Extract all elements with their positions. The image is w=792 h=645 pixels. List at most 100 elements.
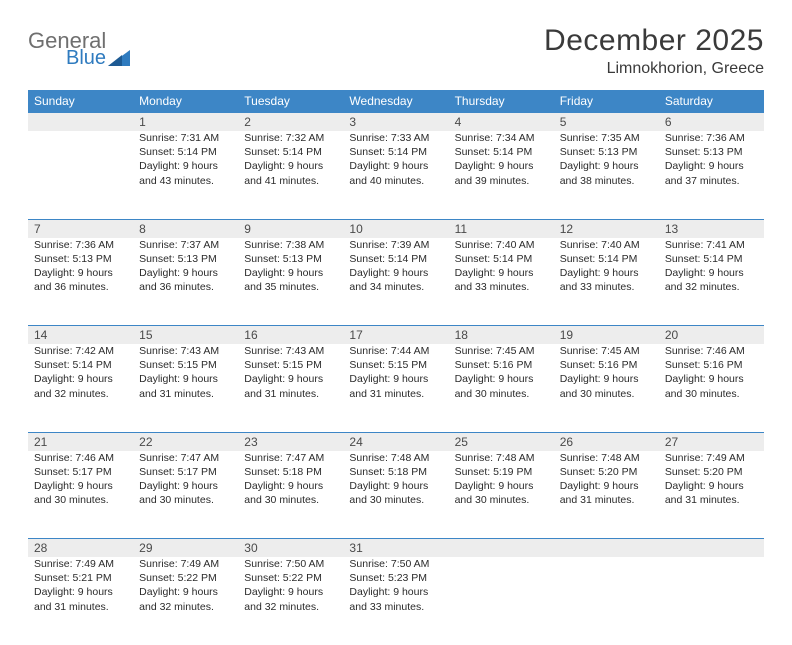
day-line: Sunset: 5:14 PM [349, 145, 442, 159]
day-cell: Sunrise: 7:46 AMSunset: 5:16 PMDaylight:… [659, 344, 764, 432]
day-line: Sunset: 5:23 PM [349, 571, 442, 585]
day-cell: Sunrise: 7:46 AMSunset: 5:17 PMDaylight:… [28, 451, 133, 539]
day-line: Sunset: 5:13 PM [34, 252, 127, 266]
day-line: Sunset: 5:13 PM [560, 145, 653, 159]
day-number: 17 [343, 326, 448, 345]
day-number: 7 [28, 219, 133, 238]
day-line: Sunrise: 7:37 AM [139, 238, 232, 252]
day-line: Sunset: 5:14 PM [34, 358, 127, 372]
day-number: 8 [133, 219, 238, 238]
day-cell [554, 557, 659, 645]
day-line: Sunset: 5:16 PM [560, 358, 653, 372]
day-line: Daylight: 9 hours and 34 minutes. [349, 266, 442, 294]
calendar-table: SundayMondayTuesdayWednesdayThursdayFrid… [28, 90, 764, 645]
day-number: 4 [449, 113, 554, 132]
day-number: 29 [133, 539, 238, 558]
day-line: Sunset: 5:22 PM [244, 571, 337, 585]
day-number: 31 [343, 539, 448, 558]
day-cell: Sunrise: 7:45 AMSunset: 5:16 PMDaylight:… [449, 344, 554, 432]
day-number: 22 [133, 432, 238, 451]
location-label: Limnokhorion, Greece [544, 60, 764, 78]
day-number: 12 [554, 219, 659, 238]
day-line: Sunset: 5:13 PM [244, 252, 337, 266]
day-line: Daylight: 9 hours and 33 minutes. [560, 266, 653, 294]
day-number: 10 [343, 219, 448, 238]
day-cell: Sunrise: 7:36 AMSunset: 5:13 PMDaylight:… [28, 238, 133, 326]
day-line: Sunrise: 7:50 AM [244, 557, 337, 571]
day-line: Daylight: 9 hours and 30 minutes. [560, 372, 653, 400]
day-line: Sunrise: 7:49 AM [139, 557, 232, 571]
day-line: Daylight: 9 hours and 32 minutes. [34, 372, 127, 400]
day-line: Sunset: 5:20 PM [665, 465, 758, 479]
day-number: 15 [133, 326, 238, 345]
day-cell: Sunrise: 7:49 AMSunset: 5:20 PMDaylight:… [659, 451, 764, 539]
day-cell: Sunrise: 7:47 AMSunset: 5:17 PMDaylight:… [133, 451, 238, 539]
day-number: 16 [238, 326, 343, 345]
day-cell: Sunrise: 7:48 AMSunset: 5:18 PMDaylight:… [343, 451, 448, 539]
dow-cell: Thursday [449, 90, 554, 113]
day-line: Sunset: 5:14 PM [349, 252, 442, 266]
day-line: Sunset: 5:15 PM [244, 358, 337, 372]
day-line: Sunrise: 7:31 AM [139, 131, 232, 145]
day-line: Daylight: 9 hours and 36 minutes. [139, 266, 232, 294]
day-line: Daylight: 9 hours and 41 minutes. [244, 159, 337, 187]
day-line: Sunrise: 7:49 AM [665, 451, 758, 465]
day-cell: Sunrise: 7:49 AMSunset: 5:21 PMDaylight:… [28, 557, 133, 645]
calendar-page: General Blue December 2025 Limnokhorion,… [0, 0, 792, 645]
day-line: Daylight: 9 hours and 30 minutes. [455, 372, 548, 400]
day-cell: Sunrise: 7:37 AMSunset: 5:13 PMDaylight:… [133, 238, 238, 326]
day-cell: Sunrise: 7:33 AMSunset: 5:14 PMDaylight:… [343, 131, 448, 219]
day-line: Sunset: 5:13 PM [665, 145, 758, 159]
day-line: Daylight: 9 hours and 31 minutes. [139, 372, 232, 400]
day-cell: Sunrise: 7:34 AMSunset: 5:14 PMDaylight:… [449, 131, 554, 219]
day-line: Sunrise: 7:49 AM [34, 557, 127, 571]
day-number: 26 [554, 432, 659, 451]
day-cell: Sunrise: 7:48 AMSunset: 5:19 PMDaylight:… [449, 451, 554, 539]
day-line: Sunset: 5:14 PM [560, 252, 653, 266]
day-number-row: 78910111213 [28, 219, 764, 238]
day-line: Sunrise: 7:46 AM [665, 344, 758, 358]
day-line: Sunset: 5:17 PM [139, 465, 232, 479]
day-line: Sunset: 5:13 PM [139, 252, 232, 266]
day-line: Sunrise: 7:43 AM [244, 344, 337, 358]
day-line: Sunrise: 7:47 AM [244, 451, 337, 465]
day-number: 24 [343, 432, 448, 451]
day-number: 1 [133, 113, 238, 132]
day-content-row: Sunrise: 7:36 AMSunset: 5:13 PMDaylight:… [28, 238, 764, 326]
calendar-body: SundayMondayTuesdayWednesdayThursdayFrid… [28, 90, 764, 645]
day-number: 3 [343, 113, 448, 132]
day-number [28, 113, 133, 132]
day-line: Sunrise: 7:41 AM [665, 238, 758, 252]
day-line: Daylight: 9 hours and 30 minutes. [34, 479, 127, 507]
day-line: Daylight: 9 hours and 35 minutes. [244, 266, 337, 294]
day-line: Daylight: 9 hours and 36 minutes. [34, 266, 127, 294]
day-line: Sunrise: 7:33 AM [349, 131, 442, 145]
day-line: Sunrise: 7:36 AM [665, 131, 758, 145]
day-number-row: 21222324252627 [28, 432, 764, 451]
day-line: Sunset: 5:19 PM [455, 465, 548, 479]
day-line: Sunrise: 7:39 AM [349, 238, 442, 252]
day-number: 19 [554, 326, 659, 345]
day-line: Sunrise: 7:48 AM [560, 451, 653, 465]
day-line: Sunset: 5:22 PM [139, 571, 232, 585]
day-line: Sunset: 5:14 PM [665, 252, 758, 266]
day-content-row: Sunrise: 7:42 AMSunset: 5:14 PMDaylight:… [28, 344, 764, 432]
day-line: Daylight: 9 hours and 32 minutes. [244, 585, 337, 613]
day-line: Sunrise: 7:35 AM [560, 131, 653, 145]
day-cell: Sunrise: 7:43 AMSunset: 5:15 PMDaylight:… [238, 344, 343, 432]
day-cell [449, 557, 554, 645]
day-line: Daylight: 9 hours and 32 minutes. [665, 266, 758, 294]
day-line: Sunset: 5:17 PM [34, 465, 127, 479]
day-line: Sunset: 5:21 PM [34, 571, 127, 585]
day-number: 25 [449, 432, 554, 451]
day-line: Sunset: 5:14 PM [455, 145, 548, 159]
dow-cell: Tuesday [238, 90, 343, 113]
dow-row: SundayMondayTuesdayWednesdayThursdayFrid… [28, 90, 764, 113]
day-cell: Sunrise: 7:31 AMSunset: 5:14 PMDaylight:… [133, 131, 238, 219]
day-line: Sunrise: 7:44 AM [349, 344, 442, 358]
day-number: 13 [659, 219, 764, 238]
day-line: Sunset: 5:20 PM [560, 465, 653, 479]
day-line: Sunrise: 7:48 AM [349, 451, 442, 465]
day-line: Sunset: 5:18 PM [244, 465, 337, 479]
day-line: Daylight: 9 hours and 30 minutes. [455, 479, 548, 507]
